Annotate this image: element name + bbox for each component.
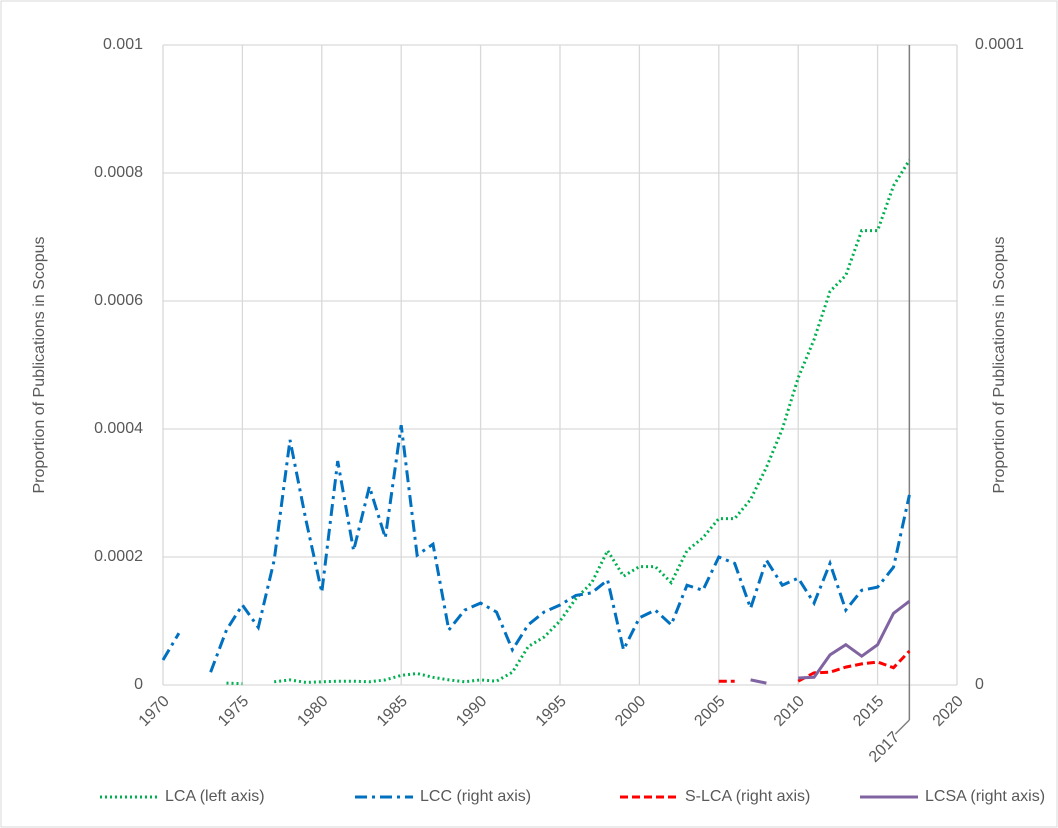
y-tick-label: 0.0002 — [94, 548, 143, 565]
y-tick-label: 0.0006 — [94, 292, 143, 309]
legend-label: LCA (left axis) — [165, 788, 265, 805]
legend-label: LCSA (right axis) — [925, 788, 1045, 805]
y2-axis-title: Proportion of Publications in Scopus — [991, 236, 1008, 493]
y-tick-label: 0.0004 — [94, 420, 143, 437]
y-tick-label: 0 — [134, 676, 143, 693]
y-tick-label: 0.0008 — [94, 164, 143, 181]
y2-tick-label: 0.0001 — [975, 36, 1024, 53]
series-line — [798, 600, 911, 680]
marker-leader — [894, 719, 910, 735]
y2-tick-label: 0 — [975, 676, 984, 693]
series-line — [750, 678, 767, 685]
series-line — [274, 159, 911, 684]
legend-label: S-LCA (right axis) — [685, 788, 810, 805]
y-tick-label: 0.001 — [103, 36, 143, 53]
y-axis-title: Proportion of Publications in Scopus — [31, 236, 48, 493]
series-line — [209, 424, 911, 673]
legend-label: LCC (right axis) — [420, 788, 531, 805]
series-line — [161, 632, 181, 661]
series-line — [797, 650, 911, 683]
